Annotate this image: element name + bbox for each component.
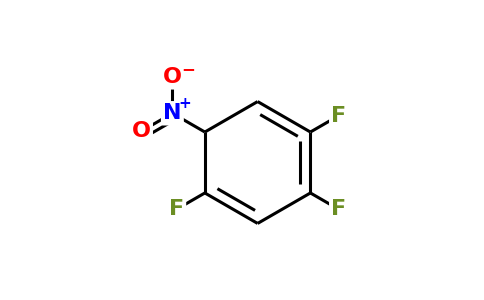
Text: O: O xyxy=(163,67,182,87)
Text: N: N xyxy=(163,103,182,123)
Text: F: F xyxy=(331,200,347,219)
Text: F: F xyxy=(169,200,184,219)
Text: −: − xyxy=(182,60,196,78)
Text: F: F xyxy=(331,106,347,126)
Text: O: O xyxy=(132,121,151,141)
Text: +: + xyxy=(178,96,191,111)
